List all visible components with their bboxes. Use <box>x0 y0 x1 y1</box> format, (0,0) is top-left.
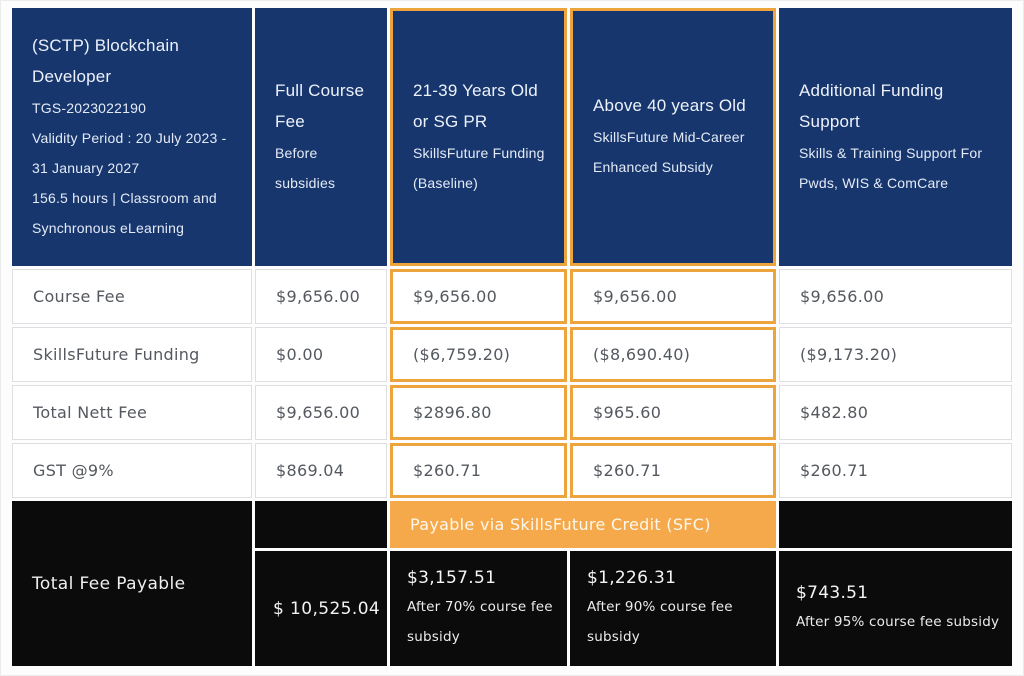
payable-amount: $1,226.31 <box>587 567 677 588</box>
table-row-total-nett-fee: Total Nett Fee $9,656.00 $2896.80 $965.6… <box>12 385 1012 440</box>
cell-value: ($8,690.40) <box>570 327 776 382</box>
payable-amount: $743.51 <box>796 582 869 603</box>
cell-value: $869.04 <box>255 443 387 498</box>
cell-value: $482.80 <box>779 385 1012 440</box>
course-duration: 156.5 hours | Classroom and Synchronous … <box>32 189 217 237</box>
total-fee-additional: $743.51 After 95% course fee subsidy <box>779 551 1012 666</box>
column-header-above-40-mces: Above 40 years Old SkillsFuture Mid-Care… <box>570 8 776 266</box>
row-label: Total Nett Fee <box>12 385 252 440</box>
cell-value: $9,656.00 <box>255 385 387 440</box>
column-header-additional-funding: Additional Funding Support Skills & Trai… <box>779 8 1012 266</box>
payable-note: After 90% course fee subsidy <box>587 598 733 646</box>
table-header-row: (SCTP) Blockchain Developer TGS-20230221… <box>12 8 1012 266</box>
column-title: Full Course Fee <box>275 80 365 131</box>
row-label: SkillsFuture Funding <box>12 327 252 382</box>
column-subtitle: Before subsidies <box>275 144 336 191</box>
footer-spacer-cell <box>255 501 387 548</box>
total-fee-above-40: $1,226.31 After 90% course fee subsidy <box>570 551 776 666</box>
sfc-banner: Payable via SkillsFuture Credit (SFC) <box>390 501 776 548</box>
cell-value: $965.60 <box>570 385 776 440</box>
cell-value: $9,656.00 <box>570 269 776 324</box>
column-header-21-39-baseline: 21-39 Years Old or SG PR SkillsFuture Fu… <box>390 8 567 266</box>
fee-table: (SCTP) Blockchain Developer TGS-20230221… <box>9 5 1015 669</box>
table-row-course-fee: Course Fee $9,656.00 $9,656.00 $9,656.00… <box>12 269 1012 324</box>
column-title: Additional Funding Support <box>799 80 944 131</box>
course-title: (SCTP) Blockchain Developer <box>32 35 179 86</box>
payable-note: After 70% course fee subsidy <box>407 598 553 646</box>
total-fee-21-39: $3,157.51 After 70% course fee subsidy <box>390 551 567 666</box>
course-validity: Validity Period : 20 July 2023 - 31 Janu… <box>32 129 227 176</box>
cell-value: $2896.80 <box>390 385 567 440</box>
total-fee-payable-label: Total Fee Payable <box>12 501 252 666</box>
cell-value: $260.71 <box>779 443 1012 498</box>
footer-banner-row: Total Fee Payable Payable via SkillsFutu… <box>12 501 1012 666</box>
cell-value: $0.00 <box>255 327 387 382</box>
cell-value: $9,656.00 <box>779 269 1012 324</box>
cell-value: $9,656.00 <box>255 269 387 324</box>
payable-note: After 95% course fee subsidy <box>796 613 1000 630</box>
cell-value: $260.71 <box>390 443 567 498</box>
table-row-gst: GST @9% $869.04 $260.71 $260.71 $260.71 <box>12 443 1012 498</box>
column-title: Above 40 years Old <box>593 96 746 116</box>
row-label: Course Fee <box>12 269 252 324</box>
footer-payable-row: $ 10,525.04 $3,157.51 After 70% course f… <box>12 551 1012 666</box>
course-info-header-cell: (SCTP) Blockchain Developer TGS-20230221… <box>12 8 252 266</box>
cell-value: $9,656.00 <box>390 269 567 324</box>
column-subtitle: SkillsFuture Mid-Career Enhanced Subsidy <box>593 129 745 176</box>
column-subtitle: SkillsFuture Funding (Baseline) <box>413 144 545 191</box>
column-title: 21-39 Years Old or SG PR <box>413 80 538 131</box>
cell-value: ($6,759.20) <box>390 327 567 382</box>
payable-amount: $3,157.51 <box>407 567 497 588</box>
cell-value: ($9,173.20) <box>779 327 1012 382</box>
total-fee-full: $ 10,525.04 <box>255 551 387 666</box>
row-label: GST @9% <box>12 443 252 498</box>
footer-spacer-cell <box>779 501 1012 548</box>
cell-value: $260.71 <box>570 443 776 498</box>
column-subtitle: Skills & Training Support For Pwds, WIS … <box>799 144 983 191</box>
column-header-full-course-fee: Full Course Fee Before subsidies <box>255 8 387 266</box>
course-code: TGS-2023022190 <box>32 99 147 116</box>
table-row-skillsfuture-funding: SkillsFuture Funding $0.00 ($6,759.20) (… <box>12 327 1012 382</box>
